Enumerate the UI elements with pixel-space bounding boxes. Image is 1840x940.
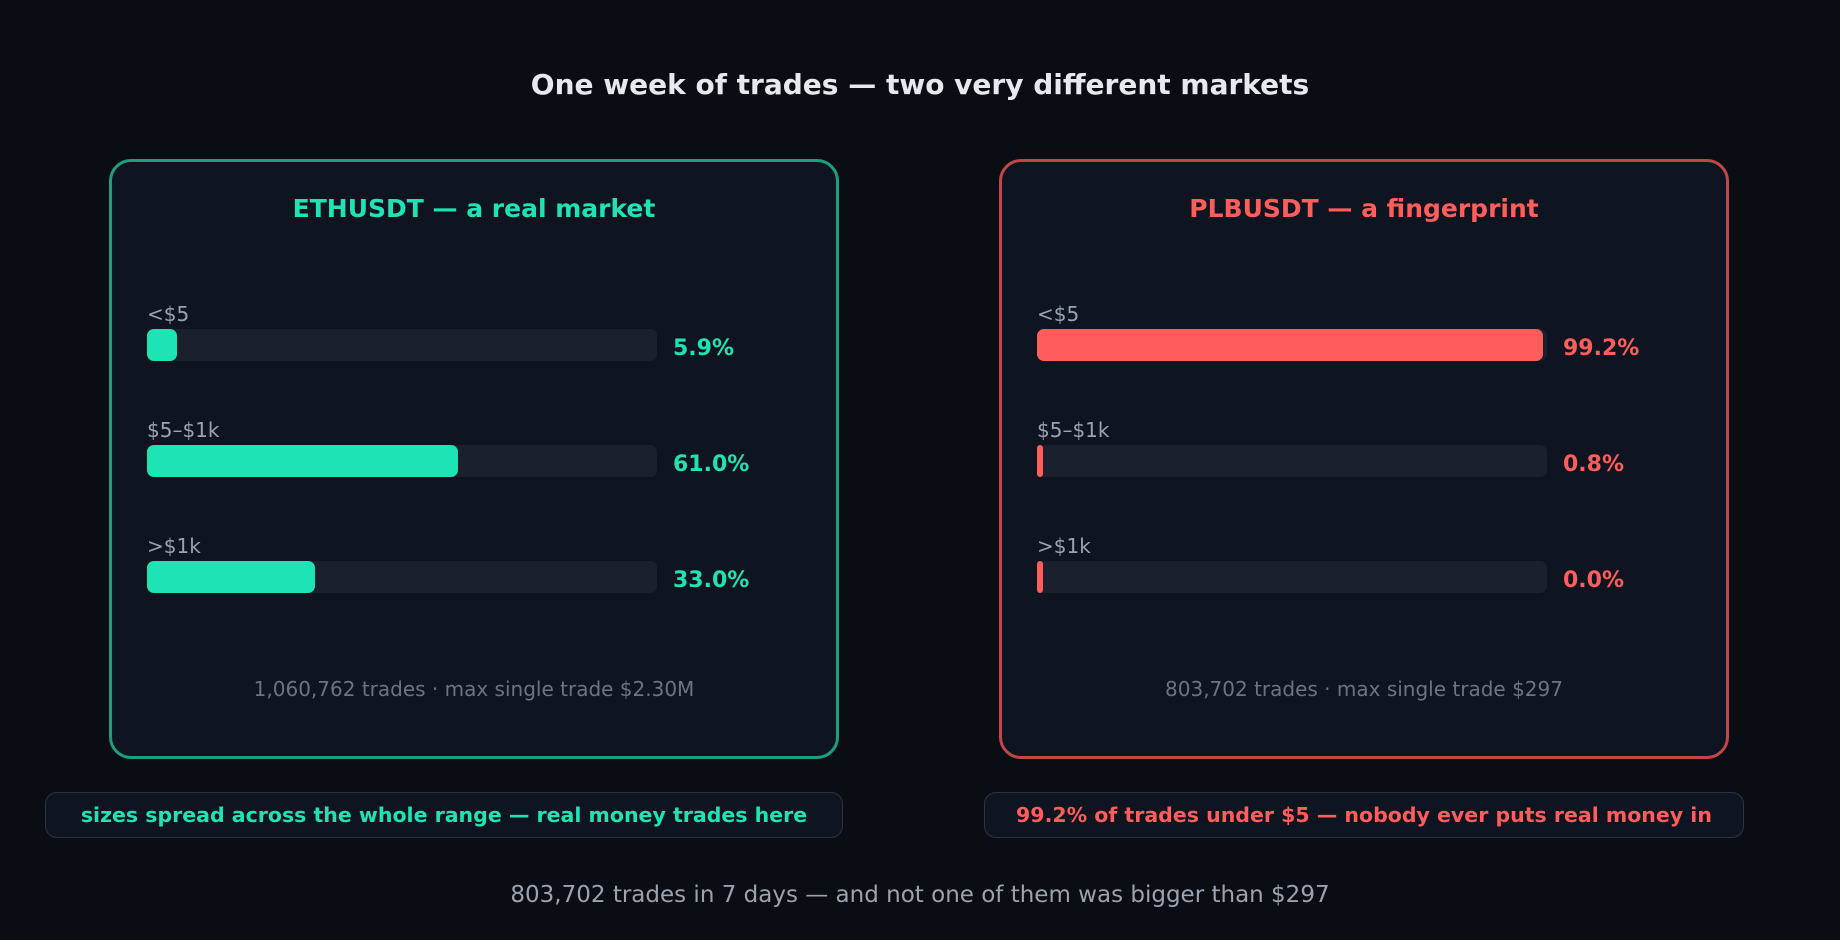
bar (1037, 445, 1043, 477)
panel-title: PLBUSDT — a fingerprint (1189, 194, 1539, 223)
value-label: 99.2% (1563, 336, 1640, 361)
eth-panel: ETHUSDT — a real market <$5 5.9% $5–$1k 61.… (109, 159, 839, 759)
bar (1037, 329, 1543, 361)
bar (1037, 561, 1043, 593)
panel-title: ETHUSDT — a real market (292, 194, 656, 223)
bar-track (147, 561, 657, 593)
bar (147, 445, 459, 477)
bar (147, 329, 178, 361)
panel-footer: 1,060,762 trades · max single trade $2.3… (253, 677, 695, 701)
bar-track (1037, 561, 1547, 593)
plb-callout: 99.2% of trades under $5 — nobody ever p… (984, 792, 1744, 838)
category-label: >$1k (1037, 534, 1091, 558)
category-label: $5–$1k (147, 418, 220, 442)
bar-track (1037, 445, 1547, 477)
category-label: <$5 (1037, 302, 1080, 326)
value-label: 0.8% (1563, 452, 1625, 477)
bar (147, 561, 316, 593)
plb-panel: PLBUSDT — a fingerprint <$5 99.2% $5–$1k 0.… (999, 159, 1729, 759)
bottom-note: 803,702 trades in 7 days — and not one o… (510, 882, 1330, 908)
bar-row: <$5 5.9% (147, 302, 807, 382)
value-label: 61.0% (673, 452, 750, 477)
bar-row: <$5 99.2% (1037, 302, 1697, 382)
bar-row: >$1k 0.0% (1037, 534, 1697, 614)
value-label: 33.0% (673, 568, 750, 593)
bar-row: $5–$1k 61.0% (147, 418, 807, 498)
panel-footer: 803,702 trades · max single trade $297 (1165, 677, 1563, 701)
category-label: $5–$1k (1037, 418, 1110, 442)
bar-track (147, 329, 657, 361)
bar-track (1037, 329, 1547, 361)
category-label: >$1k (147, 534, 201, 558)
bar-row: $5–$1k 0.8% (1037, 418, 1697, 498)
eth-callout: sizes spread across the whole range — re… (45, 792, 843, 838)
value-label: 0.0% (1563, 568, 1625, 593)
bar-row: >$1k 33.0% (147, 534, 807, 614)
bar-track (147, 445, 657, 477)
value-label: 5.9% (673, 336, 735, 361)
chart-title: One week of trades — two very different … (530, 68, 1310, 101)
category-label: <$5 (147, 302, 190, 326)
